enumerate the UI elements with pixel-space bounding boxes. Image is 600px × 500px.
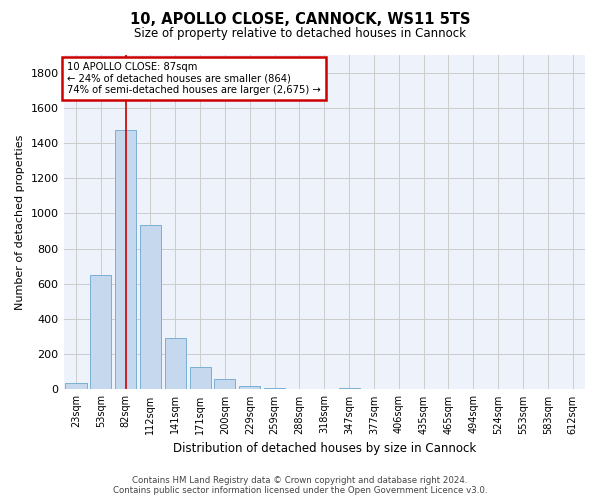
Text: 10 APOLLO CLOSE: 87sqm
← 24% of detached houses are smaller (864)
74% of semi-de: 10 APOLLO CLOSE: 87sqm ← 24% of detached… — [67, 62, 321, 95]
Bar — [214, 379, 235, 390]
Bar — [140, 225, 161, 390]
Text: Contains HM Land Registry data © Crown copyright and database right 2024.
Contai: Contains HM Land Registry data © Crown c… — [113, 476, 487, 495]
X-axis label: Distribution of detached houses by size in Cannock: Distribution of detached houses by size … — [173, 442, 476, 455]
Bar — [190, 368, 211, 390]
Bar — [239, 386, 260, 390]
Bar — [115, 130, 136, 390]
Bar — [65, 382, 86, 390]
Text: Size of property relative to detached houses in Cannock: Size of property relative to detached ho… — [134, 28, 466, 40]
Bar — [90, 275, 112, 390]
Text: 10, APOLLO CLOSE, CANNOCK, WS11 5TS: 10, APOLLO CLOSE, CANNOCK, WS11 5TS — [130, 12, 470, 28]
Bar — [264, 388, 285, 390]
Bar — [165, 338, 186, 390]
Bar — [338, 388, 359, 390]
Y-axis label: Number of detached properties: Number of detached properties — [15, 134, 25, 310]
